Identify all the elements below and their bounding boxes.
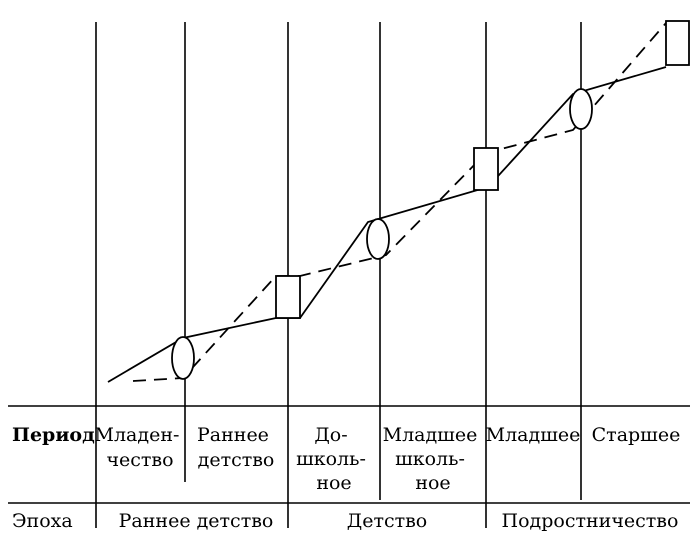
period-line: Раннее [197,424,269,446]
dashed-development-line [132,22,667,382]
epoch-cell-early-childhood: Раннее детство [119,510,274,532]
period-names: Младен- чество Раннее детство До- школь-… [95,424,681,494]
period-line: ное [415,472,450,494]
period-cell-infancy: Младен- чество [95,424,186,471]
solid-development-line [107,66,667,383]
period-line: Младшее [383,424,478,446]
period-line: Старшее [592,424,681,446]
crisis-marker-rect-3 [665,20,690,66]
development-curve [107,22,667,383]
crisis-marker-ellipse-2 [366,218,390,260]
period-line: детство [198,449,275,471]
period-line: школь- [296,448,366,470]
period-line: До- [314,424,347,446]
period-line: школь- [395,448,465,470]
period-cell-senior-adolescence: Старшее [592,424,681,446]
epoch-names: Раннее детство Детство Подростничество [119,510,679,532]
crisis-marker-ellipse-1 [171,336,195,380]
epoch-cell-childhood: Детство [347,510,428,532]
period-cell-early-childhood: Раннее детство [197,424,275,471]
crisis-marker-ellipse-3 [569,88,593,130]
period-line: Младшее [486,424,581,446]
crisis-marker-rect-1 [275,275,301,319]
period-cell-junior-school: Младшее школь- ное [383,424,484,494]
period-line: Младен- [95,424,180,446]
period-cell-preschool: До- школь- ное [296,424,372,494]
period-row-label: Период [12,424,95,446]
period-line: ное [316,472,351,494]
period-line: чество [106,449,173,471]
epoch-cell-adolescence: Подростничество [502,510,679,532]
transition-markers [171,20,690,380]
epoch-row-label: Эпоха [12,510,73,532]
crisis-marker-rect-2 [473,147,499,191]
period-cell-junior-adolescence: Младшее [486,424,581,446]
